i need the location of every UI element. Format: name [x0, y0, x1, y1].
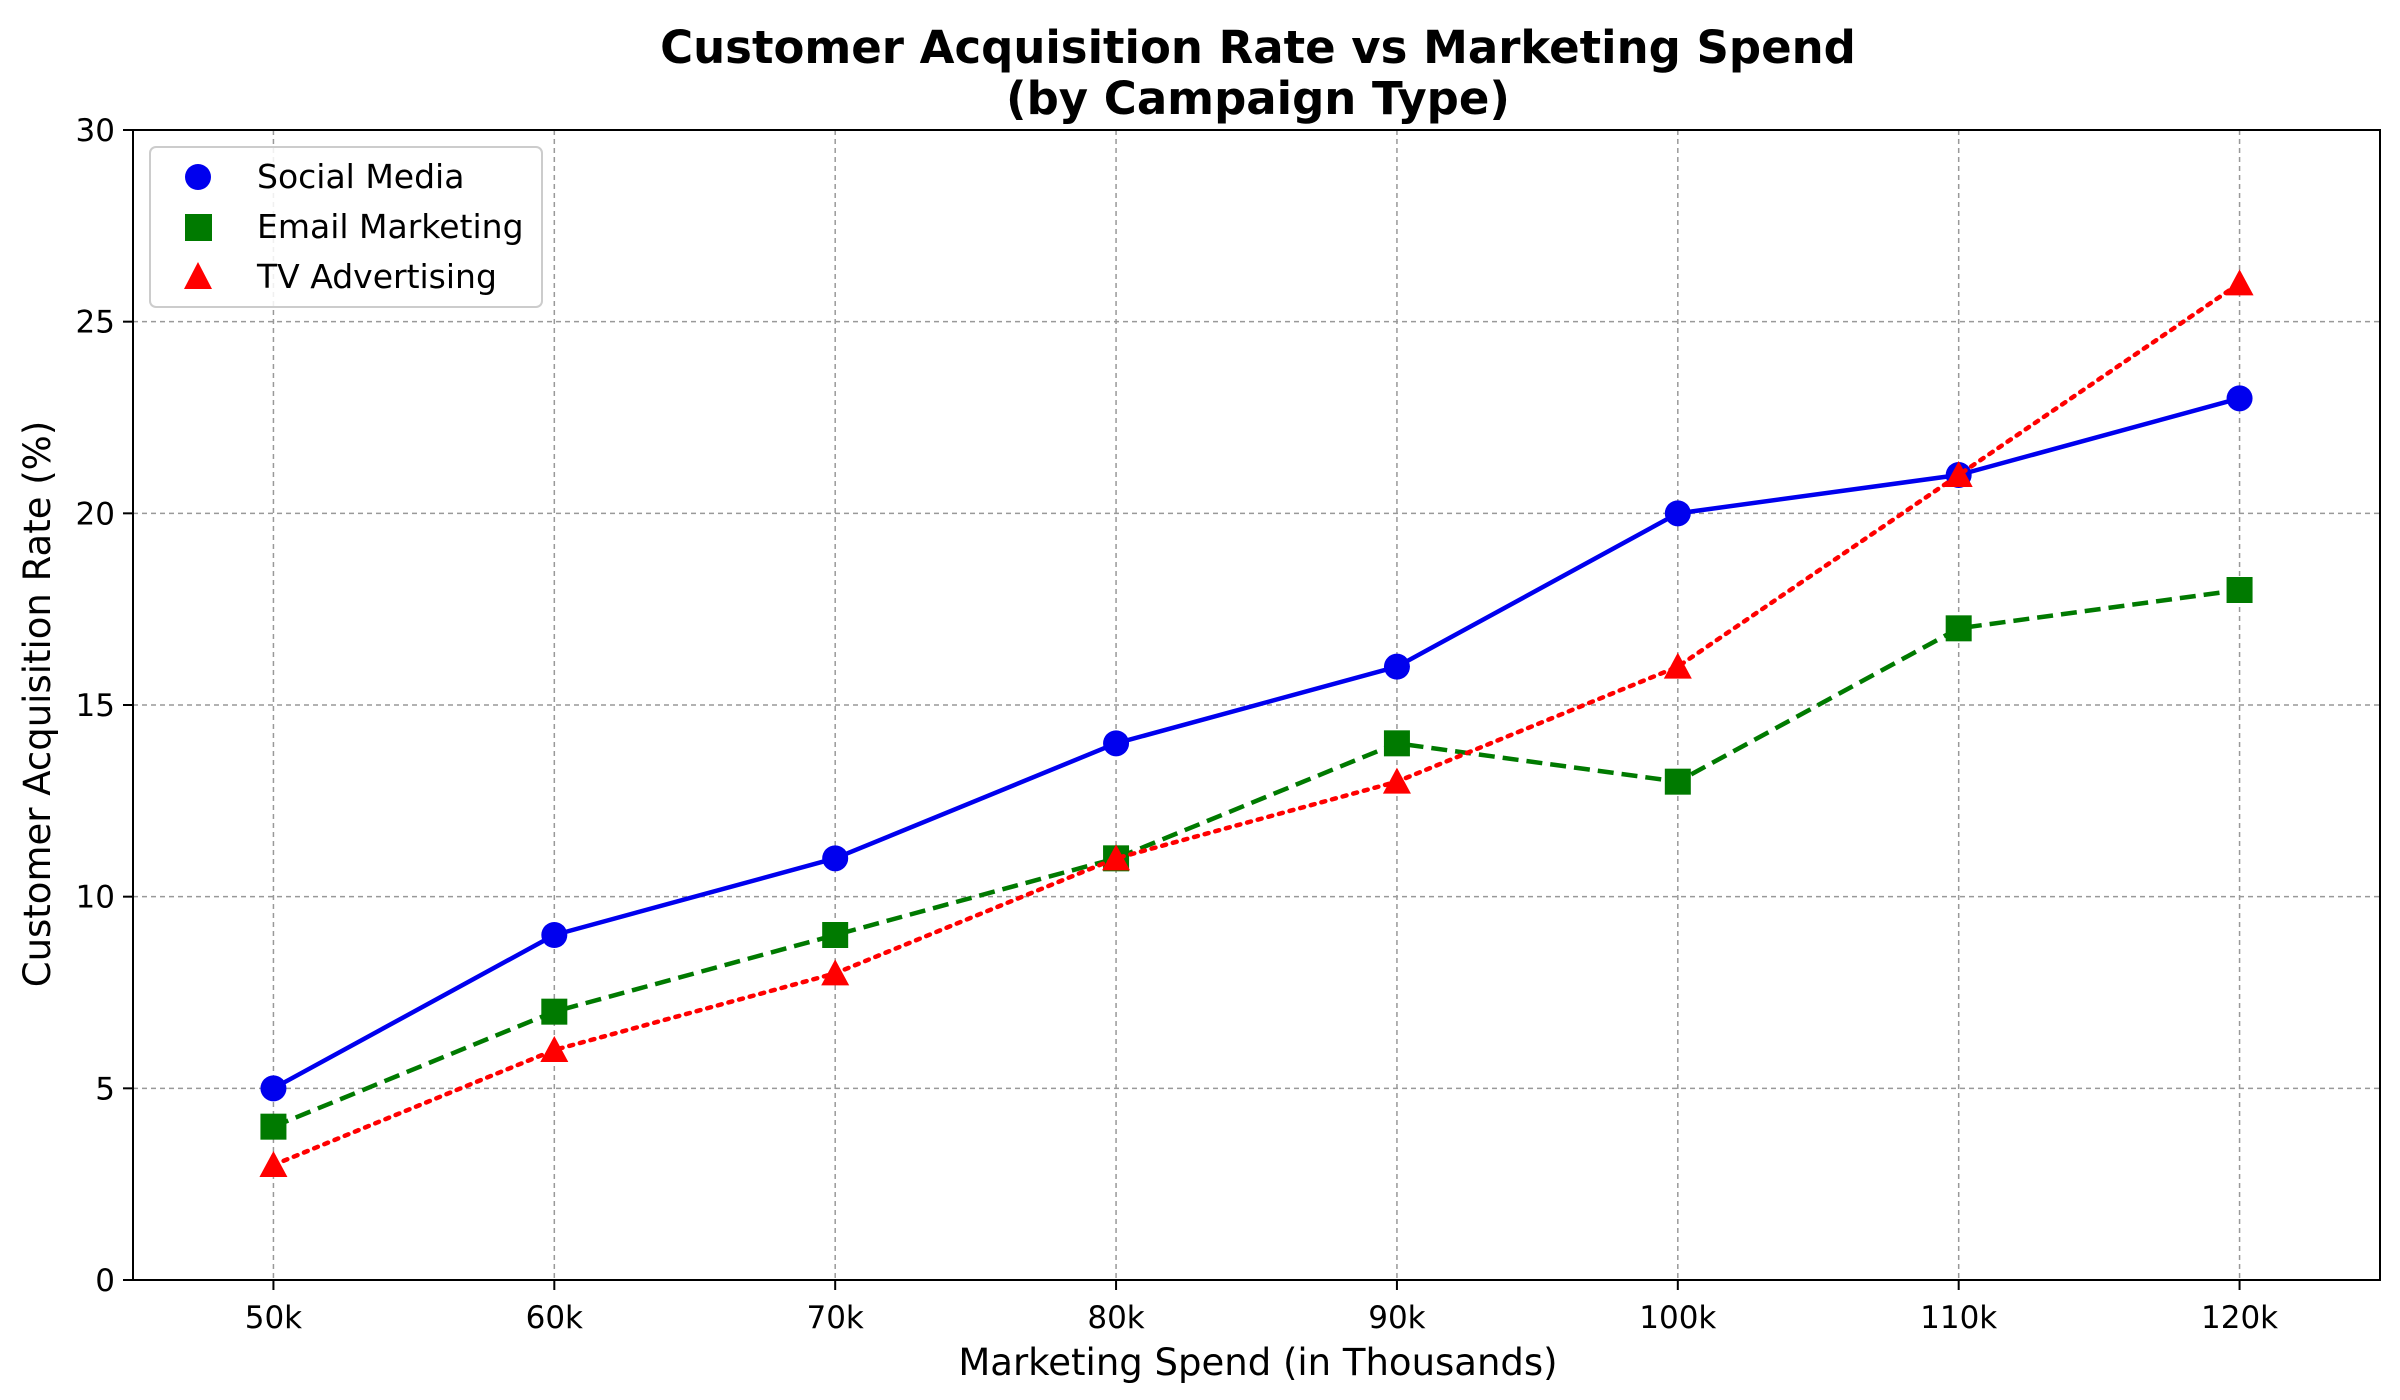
y-tick-label: 15 — [76, 688, 115, 724]
x-tick-label: 110k — [1920, 1300, 1997, 1336]
legend-item-social-media: Social Media — [185, 157, 464, 196]
data-point-tv-advertising — [540, 1036, 569, 1062]
data-point-email-marketing — [260, 1113, 287, 1140]
x-tick-label: 80k — [1087, 1300, 1144, 1336]
data-point-email-marketing — [822, 922, 849, 948]
data-point-social-media — [822, 845, 849, 872]
data-point-email-marketing — [541, 998, 568, 1025]
legend-marker-triangle-icon — [184, 262, 212, 289]
series-social-media — [260, 385, 2253, 1102]
y-tick-label: 20 — [76, 496, 115, 532]
x-axis-label: Marketing Spend (in Thousands) — [958, 1341, 1557, 1384]
data-point-social-media — [1664, 500, 1691, 527]
legend-box — [149, 146, 543, 308]
data-point-tv-advertising — [821, 959, 850, 986]
series-line-tv-advertising — [271, 281, 2242, 1168]
legend-label-social-media: Social Media — [257, 157, 464, 196]
legend-label-email-marketing: Email Marketing — [257, 207, 524, 246]
data-point-social-media — [260, 1075, 287, 1102]
x-tick-label: 60k — [526, 1300, 583, 1336]
y-tick-label: 25 — [76, 305, 115, 341]
series-line-email-marketing — [272, 587, 2240, 1129]
legend-marker-square-icon — [185, 214, 212, 241]
tick-layer: 50k 60k 70k 80k 90k 100k 110k 120k 0 5 10 15 20 25 30 — [76, 113, 2279, 1336]
x-tick-label: 50k — [245, 1300, 302, 1336]
data-point-email-marketing — [1664, 768, 1691, 795]
data-point-social-media — [2226, 385, 2253, 412]
y-tick-label: 0 — [95, 1263, 115, 1299]
y-tick-label: 10 — [76, 880, 115, 916]
data-point-email-marketing — [2226, 577, 2253, 603]
chart-title: Customer Acquisition Rate vs Marketing S… — [660, 21, 1856, 74]
data-point-email-marketing — [1383, 730, 1410, 757]
data-point-social-media — [541, 922, 568, 948]
data-point-email-marketing — [1945, 615, 1972, 642]
plot-layer — [259, 269, 2254, 1177]
chart-subtitle: (by Campaign Type) — [1006, 72, 1510, 125]
data-point-social-media — [1103, 730, 1130, 757]
legend-item-email-marketing: Email Marketing — [185, 207, 524, 246]
legend-item-tv-advertising: TV Advertising — [184, 257, 497, 296]
y-tick-label: 5 — [95, 1071, 115, 1107]
legend: Social Media Email Marketing TV Advertis… — [149, 146, 543, 308]
data-point-tv-advertising — [1102, 844, 1131, 871]
data-point-tv-advertising — [1944, 461, 1973, 487]
y-axis-label: Customer Acquisition Rate (%) — [16, 421, 59, 988]
x-tick-label: 90k — [1368, 1300, 1425, 1336]
y-tick-label: 30 — [76, 113, 115, 149]
data-point-social-media — [1383, 653, 1410, 680]
x-tick-label: 120k — [2201, 1300, 2278, 1336]
series-line-social-media — [272, 396, 2241, 1091]
legend-label-tv-advertising: TV Advertising — [256, 257, 497, 296]
series-email-marketing — [260, 577, 2253, 1140]
data-point-tv-advertising — [2225, 269, 2254, 296]
data-point-tv-advertising — [259, 1151, 288, 1177]
series-tv-advertising — [259, 269, 2254, 1177]
legend-marker-circle-icon — [185, 164, 211, 190]
x-tick-label: 70k — [806, 1300, 863, 1336]
data-point-tv-advertising — [1382, 767, 1411, 794]
data-point-tv-advertising — [1663, 652, 1692, 679]
x-tick-label: 100k — [1639, 1300, 1716, 1336]
